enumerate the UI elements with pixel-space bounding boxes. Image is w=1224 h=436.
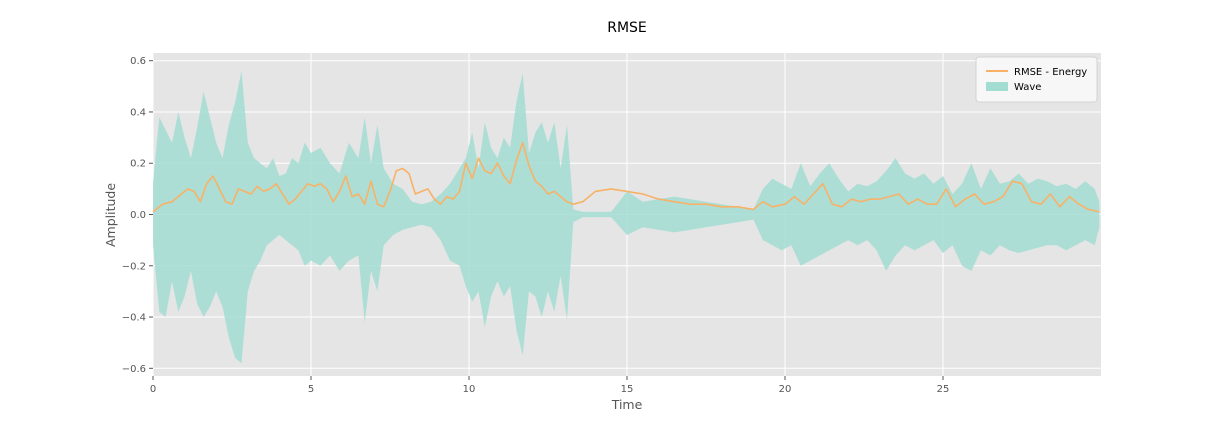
y-tick-label: −0.6 <box>122 364 146 375</box>
y-tick-label: −0.2 <box>122 261 146 272</box>
x-tick-label: 25 <box>937 384 950 395</box>
legend: RMSE - Energy Wave <box>975 56 1098 103</box>
legend-wave-label: Wave <box>1014 82 1041 93</box>
x-tick-label: 15 <box>621 384 634 395</box>
x-axis-label: Time <box>611 397 643 412</box>
wave-area <box>153 70 1100 364</box>
x-tick-labels: 0 5 10 15 20 25 <box>150 376 950 395</box>
y-tick-labels: 0.6 0.4 0.2 0.0 −0.2 −0.4 −0.6 <box>122 56 153 375</box>
wave-series <box>153 70 1100 364</box>
y-axis-label: Amplitude <box>103 183 118 247</box>
y-tick-label: 0.6 <box>130 56 146 67</box>
legend-box <box>975 56 1098 103</box>
energy-line <box>152 141 1100 213</box>
legend-wave-swatch <box>986 82 1008 91</box>
x-tick-label: 5 <box>308 384 314 395</box>
energy-series <box>152 141 1100 213</box>
legend-energy-label: RMSE - Energy <box>1014 67 1087 78</box>
y-tick-label: 0.4 <box>130 107 146 118</box>
y-tick-label: 0.2 <box>130 159 146 170</box>
x-tick-label: 10 <box>463 384 476 395</box>
x-tick-label: 0 <box>150 384 156 395</box>
y-tick-label: 0.0 <box>130 210 146 221</box>
x-tick-label: 20 <box>779 384 792 395</box>
chart-title: RMSE <box>607 20 647 36</box>
y-tick-label: −0.4 <box>122 313 146 324</box>
